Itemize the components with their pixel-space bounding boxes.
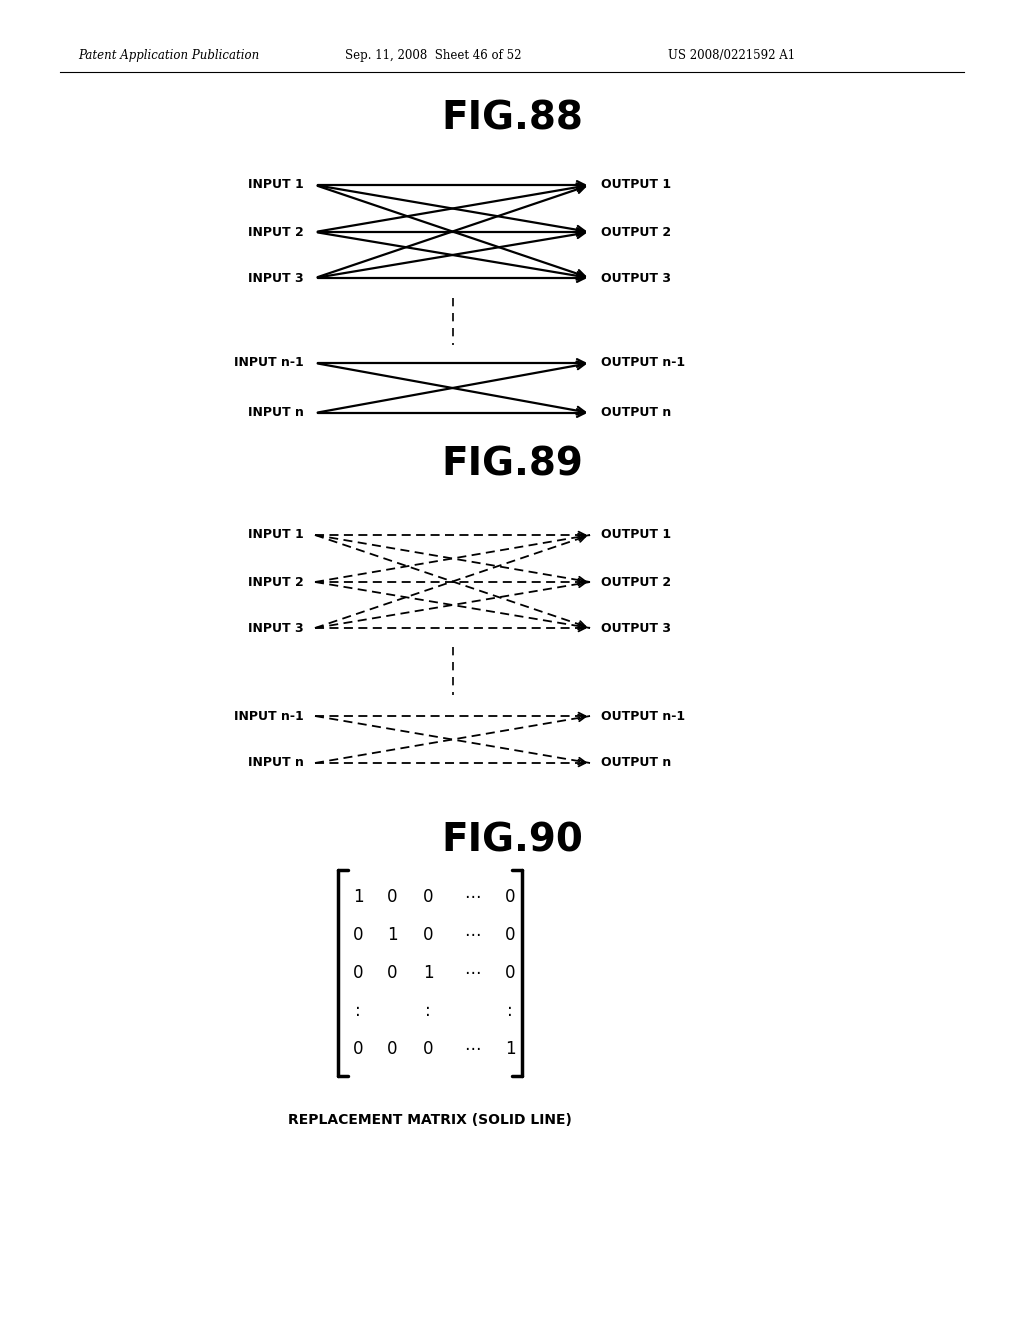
Text: Patent Application Publication: Patent Application Publication [78, 49, 259, 62]
Text: INPUT n: INPUT n [248, 407, 304, 420]
Text: 0: 0 [505, 964, 515, 982]
Text: 0: 0 [423, 927, 433, 944]
Text: INPUT n-1: INPUT n-1 [234, 356, 304, 370]
Text: INPUT 3: INPUT 3 [249, 622, 304, 635]
Text: OUTPUT 3: OUTPUT 3 [601, 622, 671, 635]
Text: 0: 0 [387, 964, 397, 982]
Text: OUTPUT n: OUTPUT n [601, 756, 672, 770]
Text: OUTPUT n: OUTPUT n [601, 407, 672, 420]
Text: OUTPUT n-1: OUTPUT n-1 [601, 710, 685, 722]
Text: FIG.89: FIG.89 [441, 446, 583, 484]
Text: 0: 0 [423, 888, 433, 906]
Text: US 2008/0221592 A1: US 2008/0221592 A1 [668, 49, 795, 62]
Text: REPLACEMENT MATRIX (SOLID LINE): REPLACEMENT MATRIX (SOLID LINE) [288, 1113, 572, 1127]
Text: 1: 1 [387, 927, 397, 944]
Text: 0: 0 [352, 927, 364, 944]
Text: ⋯: ⋯ [464, 964, 480, 982]
Text: 0: 0 [505, 888, 515, 906]
Text: OUTPUT 2: OUTPUT 2 [601, 576, 671, 589]
Text: Sep. 11, 2008  Sheet 46 of 52: Sep. 11, 2008 Sheet 46 of 52 [345, 49, 521, 62]
Text: FIG.88: FIG.88 [441, 99, 583, 137]
Text: ⋯: ⋯ [464, 888, 480, 906]
Text: 0: 0 [387, 888, 397, 906]
Text: :: : [425, 1002, 431, 1020]
Text: 1: 1 [352, 888, 364, 906]
Text: ⋯: ⋯ [464, 1040, 480, 1059]
Text: FIG.90: FIG.90 [441, 821, 583, 859]
Text: INPUT 1: INPUT 1 [248, 528, 304, 541]
Text: ⋯: ⋯ [464, 927, 480, 944]
Text: OUTPUT 1: OUTPUT 1 [601, 178, 671, 191]
Text: OUTPUT 3: OUTPUT 3 [601, 272, 671, 285]
Text: 0: 0 [505, 927, 515, 944]
Text: 1: 1 [505, 1040, 515, 1059]
Text: INPUT 3: INPUT 3 [249, 272, 304, 285]
Text: :: : [507, 1002, 513, 1020]
Text: 0: 0 [352, 1040, 364, 1059]
Text: OUTPUT 2: OUTPUT 2 [601, 226, 671, 239]
Text: INPUT 1: INPUT 1 [248, 178, 304, 191]
Text: 0: 0 [423, 1040, 433, 1059]
Text: OUTPUT n-1: OUTPUT n-1 [601, 356, 685, 370]
Text: OUTPUT 1: OUTPUT 1 [601, 528, 671, 541]
Text: INPUT n-1: INPUT n-1 [234, 710, 304, 722]
Text: 0: 0 [352, 964, 364, 982]
Text: INPUT n: INPUT n [248, 756, 304, 770]
Text: :: : [355, 1002, 360, 1020]
Text: 0: 0 [387, 1040, 397, 1059]
Text: INPUT 2: INPUT 2 [248, 576, 304, 589]
Text: INPUT 2: INPUT 2 [248, 226, 304, 239]
Text: 1: 1 [423, 964, 433, 982]
